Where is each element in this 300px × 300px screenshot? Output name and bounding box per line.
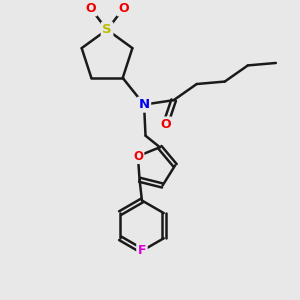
Text: S: S (102, 23, 112, 36)
Text: O: O (118, 2, 129, 15)
Text: O: O (85, 2, 96, 15)
Text: O: O (133, 150, 143, 163)
Text: O: O (160, 118, 171, 131)
Text: N: N (139, 98, 150, 111)
Text: F: F (138, 244, 146, 257)
